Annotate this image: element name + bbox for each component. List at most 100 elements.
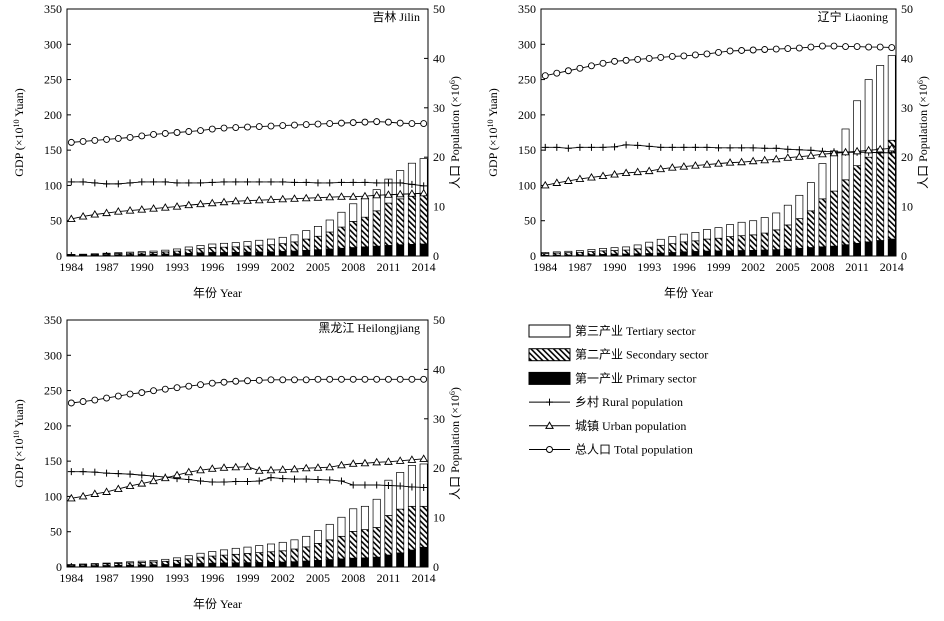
total-population-point [162,386,168,392]
total-population-point [854,44,860,50]
secondary-bar [408,506,415,550]
total-population-point [843,44,849,50]
rural-population-point [303,476,310,483]
rural-population-point [209,179,216,186]
rural-population-point [361,179,368,186]
tertiary-bar [576,251,583,253]
tertiary-bar [599,248,606,250]
total-population-point [245,378,251,384]
primary-bar [420,244,427,256]
total-population-point [92,137,98,143]
total-population-point [785,46,791,52]
y2-tick-label: 10 [901,200,913,214]
total-population-point [374,119,380,125]
total-population-point [385,376,391,382]
y-tick-label: 150 [518,143,536,157]
x-tick-label: 1996 [672,260,696,274]
primary-bar [220,252,227,256]
secondary-bar [703,239,710,251]
tertiary-bar [784,205,791,225]
tertiary-bar [703,230,710,240]
primary-bar [291,562,298,567]
legend-item-total: 总人口 Total population [529,443,693,457]
secondary-bar [209,556,216,563]
primary-bar [420,547,427,567]
x-tick-label: 1999 [236,571,260,585]
secondary-bar [692,241,699,252]
primary-bar [819,247,826,256]
primary-bar [796,248,803,256]
total-population-point [397,376,403,382]
tertiary-bar [150,251,157,252]
tertiary-bar [103,563,110,564]
y2-tick-label: 50 [433,313,445,327]
total-population-point [209,126,215,132]
primary-bar [220,563,227,567]
total-population-point [350,120,356,126]
tertiary-bar [657,239,664,245]
total-population-point [315,376,321,382]
rural-population-point [291,476,298,483]
primary-bar [314,560,321,567]
total-population-point [796,45,802,51]
primary-bar [244,252,251,256]
total-population-point [727,48,733,54]
total-population-point [421,376,427,382]
rural-population-point [611,143,618,150]
tertiary-bar [126,252,133,253]
secondary-bar [350,221,357,247]
rural-population-point [256,178,263,185]
primary-bar [738,250,745,256]
tertiary-bar [877,65,884,148]
tertiary-bar [338,517,345,536]
rural-population-point [727,144,734,151]
total-population-point [773,46,779,52]
y2-tick-label: 20 [433,461,445,475]
rural-population-point [680,144,687,151]
total-population-point [338,120,344,126]
primary-bar [209,252,216,256]
x-tick-label: 1999 [236,260,260,274]
rural-population-point [646,143,653,150]
rural-population-point [373,179,380,186]
total-population-point [139,390,145,396]
y-tick-label: 100 [44,178,62,192]
primary-bar [232,252,239,256]
secondary-bar [220,247,227,252]
x-tick-label: 2002 [271,260,295,274]
x-tick-label: 1999 [707,260,731,274]
total-population-point [600,60,606,66]
secondary-bar [232,247,239,253]
total-population-point [268,377,274,383]
secondary-bar [256,553,263,563]
primary-bar [291,251,298,256]
secondary-bar [256,245,263,252]
secondary-bar [420,195,427,244]
secondary-bar [185,250,192,254]
tertiary-bar [888,56,895,141]
tertiary-bar [692,232,699,240]
secondary-bar [373,211,380,246]
x-tick-label: 1987 [95,260,119,274]
secondary-bar [623,250,630,254]
total-population-point [162,130,168,136]
primary-bar [326,249,333,256]
secondary-bar [761,233,768,250]
rural-population-point [338,478,345,485]
primary-bar [385,555,392,567]
total-population-point [198,382,204,388]
primary-bar [361,558,368,567]
x-tick-label: 2014 [412,260,436,274]
total-population-point [374,376,380,382]
tertiary-bar [232,548,239,554]
tertiary-bar [588,249,595,251]
total-population-point [409,121,415,127]
secondary-bar [680,242,687,252]
tertiary-bar [303,536,310,547]
secondary-bar [819,199,826,247]
rural-population-point [634,142,641,149]
secondary-bar [738,236,745,251]
y-tick-label: 200 [44,108,62,122]
total-population-point [577,65,583,71]
rural-population-point [588,144,595,151]
